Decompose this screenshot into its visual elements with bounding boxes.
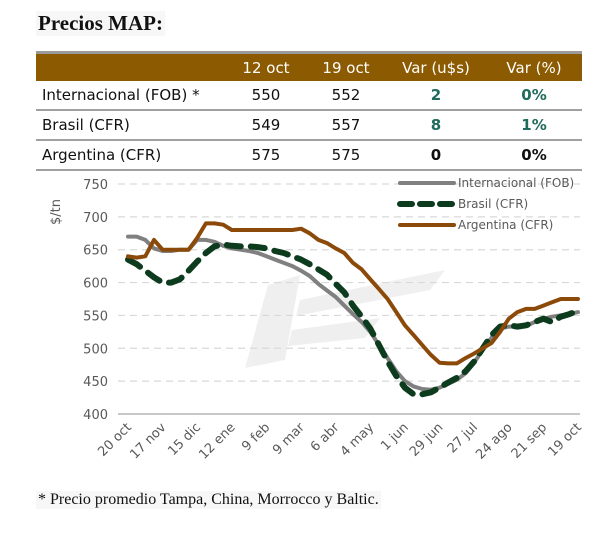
table-header-row: 12 oct 19 oct Var (u$s) Var (%) (36, 51, 582, 81)
y-tick-label: 450 (83, 375, 108, 390)
header-19oct: 19 oct (306, 51, 386, 81)
value-12oct: 550 (226, 81, 306, 111)
series-line-argentina-cfr- (126, 221, 580, 366)
y-tick-label: 400 (83, 408, 108, 423)
x-tick-label: 21 sep (509, 420, 551, 462)
name: Internacional (FOB) * (36, 81, 226, 111)
x-tick-label: 17 nov (127, 420, 169, 462)
var-usd: 0 (386, 140, 486, 171)
y-tick-label: 550 (83, 309, 108, 324)
var-pct: 0% (486, 140, 582, 171)
y-tick-label: 700 (83, 211, 108, 226)
x-tick-label: 29 jun (407, 420, 446, 459)
legend-label: Brasil (CFR) (458, 197, 528, 211)
table-row: Internacional (FOB) * 550 552 2 0% (36, 81, 582, 111)
name: Brasil (CFR) (36, 110, 226, 141)
y-tick-label: 600 (83, 277, 108, 292)
header-var-pct: Var (%) (486, 51, 582, 81)
footnote: * Precio promedio Tampa, China, Morrocco… (36, 491, 381, 509)
table-row: Argentina (CFR) 575 575 0 0% (36, 140, 582, 171)
value-12oct: 549 (226, 110, 306, 141)
var-usd: 8 (386, 110, 486, 141)
x-tick-label: 9 mar (270, 420, 308, 458)
value-12oct: 575 (226, 140, 306, 171)
value-19oct: 557 (306, 110, 386, 141)
y-axis-label: $/tn (49, 199, 64, 225)
page-title: Precios MAP: (36, 11, 165, 36)
var-pct: 1% (486, 110, 582, 141)
x-tick-label: 19 oct (545, 420, 585, 460)
y-tick-label: 500 (83, 342, 108, 357)
legend-label: Argentina (CFR) (458, 218, 553, 232)
value-19oct: 575 (306, 140, 386, 171)
x-tick-label: 24 ago (473, 420, 515, 462)
value-19oct: 552 (306, 81, 386, 111)
name: Argentina (CFR) (36, 140, 226, 171)
price-table: 12 oct 19 oct Var (u$s) Var (%) Internac… (36, 51, 582, 171)
y-tick-label: 750 (83, 178, 108, 193)
var-usd: 2 (386, 81, 486, 111)
legend-label: Internacional (FOB) (458, 176, 574, 190)
table-row: Brasil (CFR) 549 557 8 1% (36, 110, 582, 141)
x-tick-label: 9 feb (239, 420, 273, 454)
header-12oct: 12 oct (226, 51, 306, 81)
header-name (36, 51, 226, 81)
x-tick-label: 4 may (338, 420, 378, 460)
header-var-usd: Var (u$s) (386, 51, 486, 81)
var-pct: 0% (486, 81, 582, 111)
x-tick-label: 12 ene (196, 420, 238, 462)
watermark-logo (245, 270, 445, 368)
y-tick-label: 650 (83, 244, 108, 259)
